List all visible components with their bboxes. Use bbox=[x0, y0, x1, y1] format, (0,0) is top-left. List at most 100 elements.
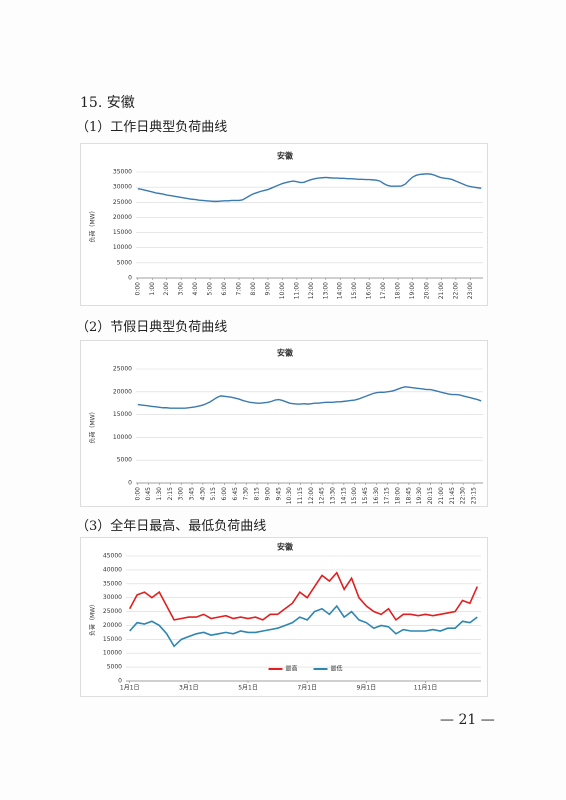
x-tick-label: 1月1日 bbox=[120, 685, 140, 692]
y-tick-label: 0 bbox=[128, 275, 132, 282]
x-tick-label: 0:45 bbox=[145, 487, 152, 501]
x-tick-label: 4:30 bbox=[199, 487, 206, 501]
x-tick-label: 21:00 bbox=[438, 487, 445, 504]
x-tick-label: 23:00 bbox=[467, 282, 474, 299]
x-tick-label: 17:00 bbox=[380, 282, 387, 299]
x-tick-label: 17:15 bbox=[384, 487, 391, 504]
caption: （3）全年日最高、最低负荷曲线 bbox=[76, 519, 267, 534]
y-axis-label: 负荷（MW） bbox=[89, 601, 97, 636]
x-tick-label: 3月1日 bbox=[179, 685, 199, 692]
x-tick-label: 22:00 bbox=[452, 282, 459, 299]
x-tick-label: 6:00 bbox=[221, 487, 228, 501]
y-tick-label: 10000 bbox=[113, 244, 132, 251]
x-tick-label: 2:00 bbox=[163, 282, 170, 296]
x-tick-label: 11:00 bbox=[293, 282, 300, 299]
y-tick-label: 15000 bbox=[103, 636, 122, 643]
x-tick-label: 7月1日 bbox=[297, 685, 317, 692]
x-tick-label: 16:00 bbox=[366, 282, 373, 299]
x-tick-label: 21:45 bbox=[449, 487, 456, 504]
x-tick-label: 9月1日 bbox=[357, 685, 377, 692]
x-tick-label: 16:30 bbox=[373, 487, 380, 504]
x-tick-label: 9:00 bbox=[264, 487, 271, 501]
x-tick-label: 3:45 bbox=[189, 487, 196, 501]
page-number: — 21 — bbox=[440, 712, 495, 728]
x-tick-label: 19:30 bbox=[416, 487, 423, 504]
x-tick-label: 21:00 bbox=[438, 282, 445, 299]
x-tick-label: 0:00 bbox=[134, 282, 141, 296]
legend-label: 最低 bbox=[331, 665, 343, 673]
x-tick-label: 15:00 bbox=[351, 282, 358, 299]
y-tick-label: 25000 bbox=[113, 366, 132, 373]
y-tick-label: 0 bbox=[128, 480, 132, 487]
x-tick-label: 22:30 bbox=[460, 487, 467, 504]
y-tick-label: 15000 bbox=[113, 411, 132, 418]
x-tick-label: 0:00 bbox=[134, 487, 141, 501]
x-tick-label: 12:45 bbox=[319, 487, 326, 504]
y-tick-label: 5000 bbox=[117, 457, 132, 464]
x-tick-label: 3:00 bbox=[178, 282, 185, 296]
x-tick-label: 7:00 bbox=[236, 282, 243, 296]
x-tick-label: 18:00 bbox=[395, 282, 402, 299]
y-tick-label: 30000 bbox=[103, 594, 122, 601]
x-tick-label: 6:00 bbox=[221, 282, 228, 296]
x-tick-label: 5月1日 bbox=[238, 685, 258, 692]
y-tick-label: 25000 bbox=[113, 199, 132, 206]
y-tick-label: 0 bbox=[118, 678, 122, 685]
x-tick-label: 1:00 bbox=[149, 282, 156, 296]
y-tick-label: 40000 bbox=[103, 566, 122, 573]
x-tick-label: 3:00 bbox=[178, 487, 185, 501]
x-tick-label: 15:00 bbox=[351, 487, 358, 504]
x-tick-label: 14:15 bbox=[340, 487, 347, 504]
x-tick-label: 9:00 bbox=[264, 282, 271, 296]
caption: （1）工作日典型负荷曲线 bbox=[76, 120, 228, 135]
x-tick-label: 4:00 bbox=[192, 282, 199, 296]
y-tick-label: 5000 bbox=[107, 664, 122, 671]
y-tick-label: 20000 bbox=[103, 622, 122, 629]
y-tick-label: 35000 bbox=[113, 169, 132, 176]
x-tick-label: 14:00 bbox=[337, 282, 344, 299]
y-axis-label: 负荷（MW） bbox=[89, 408, 97, 443]
caption: （2）节假日典型负荷曲线 bbox=[76, 320, 228, 335]
x-tick-label: 6:45 bbox=[232, 487, 239, 501]
y-tick-label: 10000 bbox=[103, 650, 122, 657]
y-tick-label: 30000 bbox=[113, 184, 132, 191]
y-tick-label: 5000 bbox=[117, 259, 132, 266]
x-tick-label: 5:00 bbox=[207, 282, 214, 296]
chart-title: 安徽 bbox=[277, 542, 294, 552]
legend-label: 最高 bbox=[286, 665, 298, 673]
x-tick-label: 10:00 bbox=[279, 282, 286, 299]
x-tick-label: 13:00 bbox=[322, 282, 329, 299]
x-tick-label: 15:45 bbox=[362, 487, 369, 504]
chart-title: 安徽 bbox=[277, 348, 294, 358]
x-tick-label: 20:00 bbox=[423, 282, 430, 299]
x-tick-label: 8:00 bbox=[250, 282, 257, 296]
x-tick-label: 12:00 bbox=[308, 487, 315, 504]
y-tick-label: 20000 bbox=[113, 388, 132, 395]
data-line bbox=[137, 386, 482, 409]
x-tick-label: 7:30 bbox=[243, 487, 250, 501]
x-tick-label: 10:30 bbox=[286, 487, 293, 504]
x-tick-label: 8:15 bbox=[254, 487, 261, 501]
x-tick-label: 11:15 bbox=[297, 487, 304, 504]
y-tick-label: 20000 bbox=[113, 214, 132, 221]
y-tick-label: 15000 bbox=[113, 229, 132, 236]
x-tick-label: 2:15 bbox=[167, 487, 174, 501]
x-tick-label: 9:45 bbox=[275, 487, 282, 501]
y-tick-label: 10000 bbox=[113, 434, 132, 441]
y-tick-label: 25000 bbox=[103, 608, 122, 615]
y-tick-label: 45000 bbox=[103, 553, 122, 560]
x-tick-label: 12:00 bbox=[308, 282, 315, 299]
data-line bbox=[128, 571, 479, 622]
x-tick-label: 18:00 bbox=[395, 487, 402, 504]
data-line bbox=[137, 173, 482, 203]
data-line bbox=[129, 604, 478, 648]
y-axis-label: 负荷（MW） bbox=[89, 207, 97, 242]
x-tick-label: 19:00 bbox=[409, 282, 416, 299]
heading: 15. 安徽 bbox=[80, 95, 135, 111]
x-tick-label: 20:15 bbox=[427, 487, 434, 504]
chart-title: 安徽 bbox=[277, 151, 294, 161]
x-tick-label: 23:15 bbox=[470, 487, 477, 504]
